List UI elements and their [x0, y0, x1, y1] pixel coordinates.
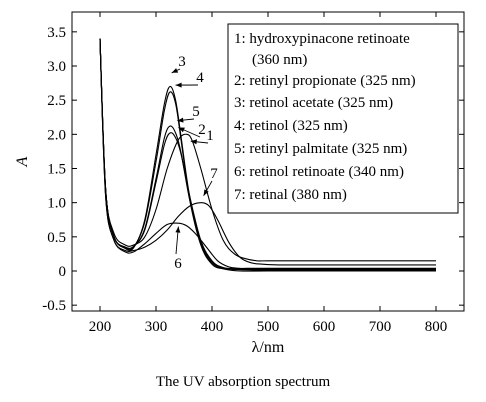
annotation-arrowhead-1 — [190, 139, 197, 145]
y-tick-label: 2.0 — [47, 127, 66, 143]
y-tick-label: 0.5 — [47, 230, 66, 246]
y-tick-label: 3.0 — [47, 59, 66, 75]
legend-entry-7: 7: retinal (380 nm) — [234, 187, 347, 203]
legend-entry-4: 4: retinol (325 nm) — [234, 118, 348, 134]
x-axis-label: λ/nm — [252, 339, 285, 356]
y-tick-label: 1.0 — [47, 196, 66, 212]
x-tick-label: 600 — [313, 319, 336, 335]
series-line-4 — [99, 38, 436, 272]
y-tick-label: -0.5 — [42, 298, 66, 314]
legend-box — [227, 23, 459, 214]
annotation-arrowhead-6 — [175, 226, 181, 233]
series-line-6 — [99, 38, 436, 269]
legend-entry-6: 6: retinol retinoate (340 nm) — [234, 164, 404, 180]
y-axis-ticks: -0.5 0 0.5 1.0 1.5 2.0 2.5 3.0 3.5 — [42, 25, 464, 314]
curve-annotation-3: 3 — [178, 54, 186, 70]
legend-entry-1: 1: hydroxypinacone retinoate — [234, 31, 410, 47]
y-tick-label: 2.5 — [47, 93, 66, 109]
y-tick-label: 1.5 — [47, 162, 66, 178]
x-axis-ticks: 200 300 400 500 600 700 800 — [89, 12, 448, 335]
legend-entry-2: 2: retinyl propionate (325 nm) — [234, 73, 416, 89]
curve-annotation-6: 6 — [174, 256, 182, 272]
y-tick-label: 0 — [59, 264, 67, 280]
legend: 1: hydroxypinacone retinoate (360 nm) 2:… — [227, 23, 459, 214]
series-line-7 — [99, 38, 436, 266]
series-line-1 — [99, 38, 436, 262]
y-axis-label: A — [14, 157, 31, 168]
annotation-arrowhead-7 — [203, 189, 209, 196]
x-tick-label: 300 — [145, 319, 168, 335]
x-tick-label: 200 — [89, 319, 112, 335]
annotation-arrowhead-2 — [178, 127, 185, 133]
x-tick-label: 400 — [201, 319, 224, 335]
curve-annotation-4: 4 — [196, 70, 204, 86]
x-tick-label: 800 — [425, 319, 448, 335]
annotation-arrowhead-3 — [171, 68, 179, 73]
annotation-arrowhead-4 — [175, 82, 182, 88]
series-line-5 — [99, 38, 436, 270]
x-tick-label: 700 — [369, 319, 392, 335]
curve-annotation-5: 5 — [192, 104, 200, 120]
legend-entry-5: 5: retinyl palmitate (325 nm) — [234, 141, 407, 157]
curve-annotation-7: 7 — [210, 166, 218, 182]
annotation-arrowhead-5 — [177, 117, 184, 123]
series-lines — [99, 38, 436, 272]
legend-entry-3: 3: retinol acetate (325 nm) — [234, 95, 393, 111]
curve-annotation-1: 1 — [206, 128, 214, 144]
curve-annotations: 34 5 2 1 7 6 — [171, 54, 218, 272]
x-tick-label: 500 — [257, 319, 280, 335]
legend-entry-1-wavelength: (360 nm) — [252, 52, 307, 68]
y-tick-label: 3.5 — [47, 25, 66, 41]
figure-caption: The UV absorption spectrum — [156, 374, 331, 390]
curve-annotation-2: 2 — [198, 122, 206, 138]
